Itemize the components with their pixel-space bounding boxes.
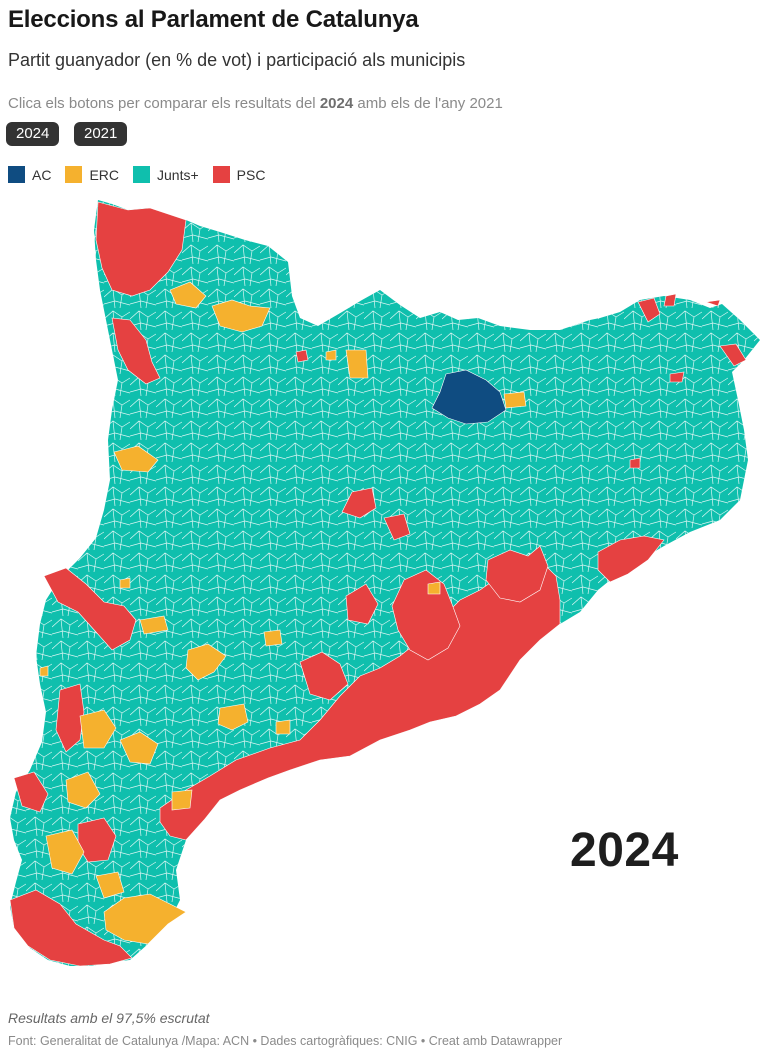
erc-priorat — [65, 771, 101, 809]
erc-anoia-spot — [427, 581, 441, 595]
erc-cerdanya — [345, 349, 369, 379]
erc-alt-urgell-west — [211, 299, 271, 333]
psc-olot-spot — [669, 371, 685, 383]
map-year-label: 2024 — [570, 824, 679, 877]
map-territory — [10, 200, 760, 966]
legend-item-ac: AC — [8, 166, 51, 183]
legend: AC ERC Junts+ PSC — [8, 166, 265, 183]
psc-regions — [9, 201, 747, 967]
erc-noguera — [113, 445, 159, 473]
chart-subtitle: Partit guanyador (en % de vot) i partici… — [8, 50, 466, 70]
erc-baix-ebre — [95, 871, 125, 899]
psc-emporda-north — [637, 297, 661, 323]
psc-maresme — [597, 535, 665, 583]
psc-ebre-north — [13, 771, 49, 813]
erc-baix-camp — [171, 789, 193, 811]
legend-swatch-junts — [133, 166, 151, 183]
ac-ripoll — [431, 369, 507, 425]
erc-conca — [217, 703, 249, 731]
legend-item-psc: PSC — [212, 166, 266, 183]
erc-terra-alta — [45, 829, 85, 875]
psc-emporda-cap — [663, 293, 677, 307]
erc-small-2 — [39, 665, 49, 677]
scrutiny-note: Resultats amb el 97,5% escrutat — [8, 1010, 210, 1026]
psc-barcelona-inland — [391, 569, 461, 661]
legend-label-erc: ERC — [89, 166, 120, 183]
legend-item-junts: Junts+ — [133, 166, 199, 183]
psc-penedes — [299, 651, 349, 701]
instruction-year: 2024 — [319, 95, 354, 112]
erc-pallars-sobira — [169, 281, 207, 309]
erc-alt-camp-spot — [275, 719, 291, 735]
psc-valles — [485, 545, 549, 603]
psc-portbou — [705, 299, 721, 307]
psc-figueres — [719, 343, 747, 367]
instruction-suffix: amb els de l'any 2021 — [353, 95, 503, 112]
erc-regions — [39, 281, 527, 945]
ac-regions — [431, 369, 507, 425]
erc-ribera — [119, 731, 159, 765]
legend-label-psc: PSC — [236, 166, 266, 183]
psc-solsones — [341, 487, 377, 519]
erc-garrigues — [79, 709, 117, 749]
source-footer: Font: Generalitat de Catalunya /Mapa: AC… — [8, 1034, 563, 1048]
erc-berga-spot — [325, 349, 337, 361]
psc-tarragona-coast — [159, 559, 561, 841]
psc-anoia — [345, 583, 379, 625]
erc-urgell-spot — [263, 629, 283, 647]
legend-swatch-erc — [65, 166, 83, 183]
psc-aran-south — [111, 317, 161, 385]
legend-swatch-ac — [8, 166, 25, 183]
erc-small-1 — [119, 577, 131, 589]
instruction-prefix: Clica els botons per comparar els result… — [8, 95, 320, 112]
instruction-text: Clica els botons per comparar els result… — [8, 95, 503, 112]
erc-segarra — [185, 643, 227, 681]
psc-ebre-delta — [9, 889, 133, 967]
catalonia-municipalities-map — [9, 200, 760, 967]
psc-lleida — [55, 683, 85, 753]
psc-pallars — [295, 349, 309, 363]
psc-val-aran — [95, 201, 187, 297]
erc-lleida-spot — [139, 615, 169, 635]
psc-girona-spot — [629, 457, 641, 469]
erc-montsia — [103, 893, 187, 945]
erc-ripolles — [503, 391, 527, 409]
year-2021-button[interactable]: 2021 — [74, 122, 128, 146]
municipal-borders — [10, 200, 760, 966]
psc-segria — [43, 567, 137, 651]
legend-item-erc: ERC — [65, 166, 119, 183]
psc-bages — [383, 513, 411, 541]
legend-label-ac: AC — [32, 166, 52, 183]
chart-title: Eleccions al Parlament de Catalunya — [8, 6, 419, 33]
year-2024-button[interactable]: 2024 — [6, 122, 60, 146]
legend-swatch-psc — [212, 166, 230, 183]
legend-label-junts: Junts+ — [157, 166, 199, 183]
